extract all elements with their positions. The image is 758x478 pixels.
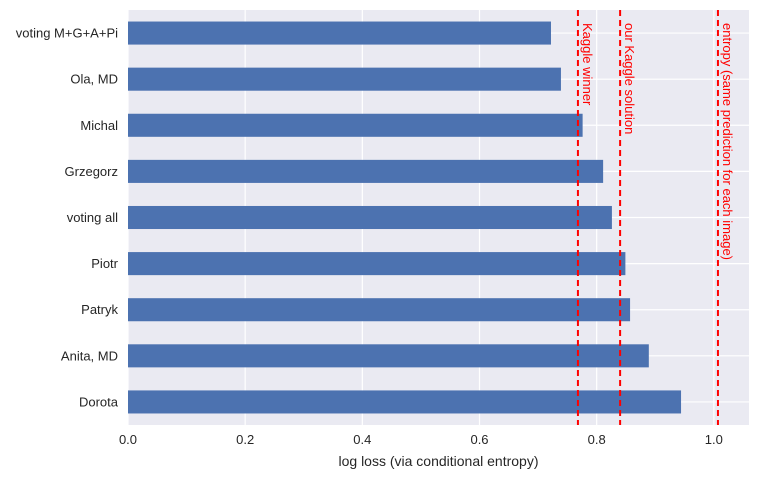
y-tick-label: Piotr [91,256,118,271]
y-tick-label: Patryk [81,302,118,317]
y-tick-label: Ola, MD [70,72,118,87]
reference-lines: Kaggle winner our Kaggle solution entropy … [576,10,735,425]
reference-line-label: Kaggle winner [580,23,595,106]
bar [128,344,649,368]
x-tick-label: 0.8 [588,432,606,447]
bar [128,67,561,91]
x-tick-labels: 0.0 0.2 0.4 0.6 0.8 1.0 [119,432,723,447]
y-tick-label: Grzegorz [65,164,118,179]
x-tick-label: 0.6 [470,432,488,447]
bar [128,205,612,230]
bar [128,21,551,45]
x-axis-label: log loss (via conditional entropy) [339,453,539,469]
y-tick-label: Anita, MD [61,348,118,363]
x-tick-label: 0.4 [353,432,371,447]
bar [128,252,626,276]
x-tick-label: 1.0 [705,432,723,447]
bar [128,298,631,322]
x-tick-label: 0.2 [236,432,254,447]
y-tick-label: voting M+G+A+Pi [16,26,118,41]
y-tick-label: voting all [67,210,118,225]
reference-line-label: entropy (same prediction for each image) [720,23,735,260]
y-tick-labels: voting M+G+A+Pi Ola, MD Michal Grzegorz voti… [16,26,119,410]
y-tick-label: Dorota [79,394,119,409]
bar [128,159,604,183]
bar [128,113,583,137]
reference-line-label: our Kaggle solution [622,23,637,134]
x-tick-label: 0.0 [119,432,137,447]
bars [128,21,682,414]
bar [128,390,682,414]
y-tick-label: Michal [80,118,118,133]
